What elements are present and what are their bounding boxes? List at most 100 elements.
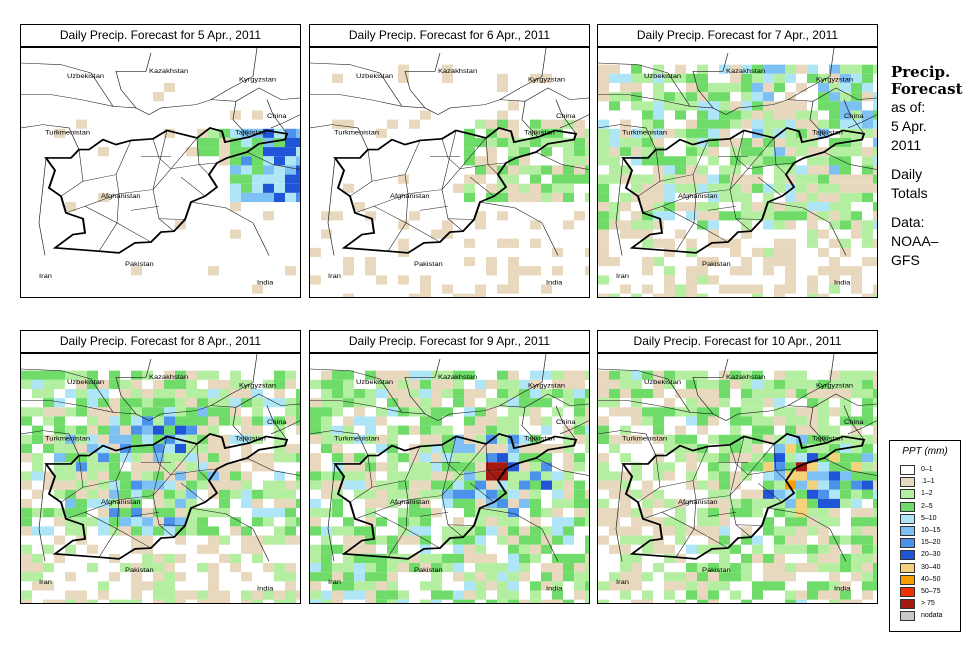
precip-cell <box>486 462 497 472</box>
precip-cell <box>332 572 343 582</box>
country-border <box>310 430 369 456</box>
precip-cell <box>420 508 431 518</box>
precip-cell <box>164 517 175 527</box>
precip-cell <box>109 370 120 380</box>
precip-cell <box>730 73 741 83</box>
precip-cell <box>420 498 431 509</box>
precip-cell <box>653 101 664 111</box>
precip-cell <box>620 590 631 600</box>
precip-cell <box>574 434 585 444</box>
precip-cell <box>296 517 300 527</box>
precip-cell <box>508 416 519 426</box>
precip-cell <box>453 462 464 472</box>
precip-cell <box>76 462 87 472</box>
precip-cell <box>829 165 840 175</box>
precip-cell <box>829 137 840 148</box>
country-border <box>809 407 827 444</box>
precip-cell <box>519 498 530 509</box>
precip-cell <box>153 471 164 481</box>
precip-cell <box>829 581 840 591</box>
precip-cell <box>862 526 873 536</box>
province-border <box>757 176 783 197</box>
precip-cell <box>708 156 719 166</box>
precip-cell <box>807 508 818 518</box>
precip-cell <box>697 64 708 74</box>
precip-cell <box>609 572 620 582</box>
precip-cell <box>420 416 431 426</box>
precip-cell <box>697 73 708 83</box>
precip-cell <box>541 462 552 472</box>
country-border <box>598 393 877 421</box>
precip-cell <box>519 471 530 481</box>
precip-cell <box>252 544 263 554</box>
precip-cell <box>186 379 197 389</box>
precip-cell <box>818 128 829 138</box>
precip-cell <box>321 370 332 380</box>
precip-cell <box>598 220 609 230</box>
precip-cell <box>109 425 120 435</box>
precip-cell <box>873 453 877 463</box>
precip-cell <box>818 462 829 472</box>
precip-cell <box>131 508 142 518</box>
precip-cell <box>609 370 620 380</box>
precip-cell <box>252 508 263 518</box>
country-border <box>310 393 589 421</box>
precip-cell <box>719 526 730 536</box>
legend-swatch <box>900 501 915 512</box>
precip-cell <box>585 498 589 509</box>
precip-cell <box>241 379 252 389</box>
precip-cell <box>697 370 708 380</box>
precip-cell <box>818 508 829 518</box>
precip-cell <box>574 498 585 509</box>
precip-cell <box>774 471 785 481</box>
precip-cell <box>464 137 475 148</box>
precip-cell <box>541 453 552 463</box>
precip-cell <box>464 183 475 193</box>
precip-cell <box>32 553 43 564</box>
precip-cell <box>719 462 730 472</box>
precip-cell <box>653 544 664 554</box>
precip-cell <box>398 517 409 527</box>
precip-cell <box>332 526 343 536</box>
precip-cell <box>541 508 552 518</box>
precip-cell <box>65 590 76 600</box>
precip-cell <box>296 480 300 490</box>
precip-cell <box>862 293 873 297</box>
precip-cell <box>840 599 851 603</box>
precip-cell <box>807 156 818 166</box>
precip-cell <box>343 563 354 573</box>
precip-cell <box>519 388 530 399</box>
precip-cell <box>785 526 796 536</box>
precip-legend: PPT (mm) 0–1.1–1 1–2 2–5 5–10 10–15 15–20 20–3… <box>889 440 961 632</box>
country-border <box>767 201 847 256</box>
precip-cell <box>664 572 675 582</box>
precip-cell <box>664 590 675 600</box>
precip-cell <box>752 453 763 463</box>
precip-cell <box>354 572 365 582</box>
precip-cell <box>497 82 508 93</box>
precip-cell <box>398 535 409 545</box>
precip-cell <box>387 407 398 417</box>
country-border <box>555 405 577 440</box>
precip-cell <box>818 192 829 203</box>
precip-cell <box>263 379 274 389</box>
country-label-uzbekistan: Uzbekistan <box>644 379 681 385</box>
country-label-china: China <box>267 113 287 119</box>
country-label-pakistan: Pakistan <box>702 262 731 268</box>
precip-cell <box>508 599 519 603</box>
precip-cell <box>241 443 252 454</box>
precip-cell <box>730 471 741 481</box>
precip-cell <box>631 379 642 389</box>
precip-cell <box>697 453 708 463</box>
precip-cell <box>54 453 65 463</box>
precip-cell <box>585 553 589 564</box>
precip-cell <box>829 544 840 554</box>
precip-cell <box>131 425 142 435</box>
precip-cell <box>354 526 365 536</box>
precip-cell <box>76 498 87 509</box>
precip-cell <box>431 572 442 582</box>
precip-cell <box>552 266 563 276</box>
precip-cell <box>519 526 530 536</box>
precip-cell <box>675 110 686 120</box>
country-label-iran: Iran <box>328 273 341 279</box>
